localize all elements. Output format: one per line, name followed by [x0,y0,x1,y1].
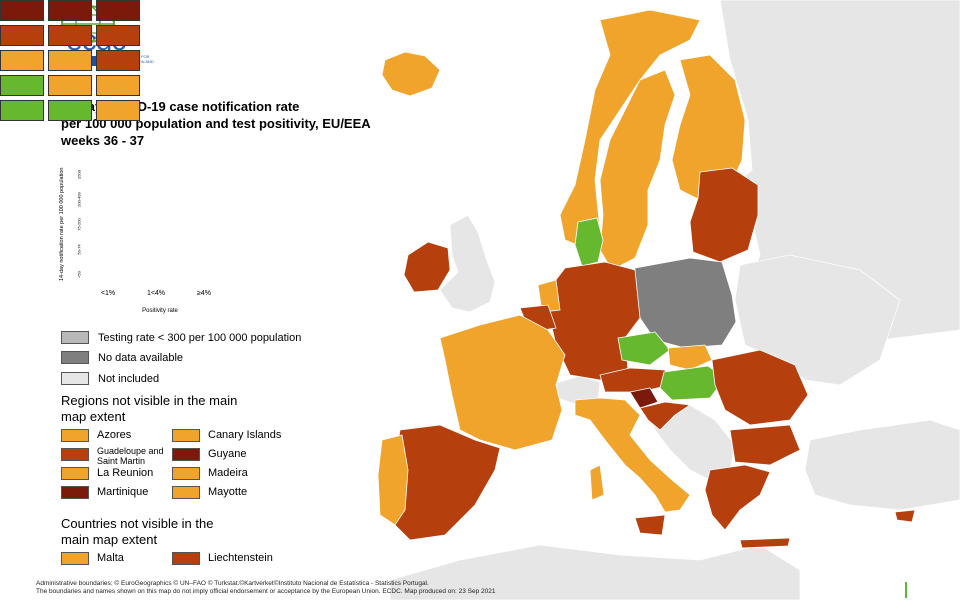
region-swatch [61,448,89,461]
map-region-czechia [617,331,671,366]
region-label: Azores [97,429,132,441]
matrix-row-label: <50 [76,271,82,278]
country-label: Liechtenstein [208,552,273,564]
matrix-cell [0,100,44,121]
region-label: Madeira [208,467,248,479]
matrix-cell [48,0,92,21]
region-label: Mayotte [208,486,248,498]
no-data-label: No data available [98,352,184,364]
country-swatch [61,552,89,565]
divider [905,582,907,598]
matrix-row-label: 75-200 [76,218,82,231]
map-region-iceland [381,51,441,97]
map-region-croatia [639,401,692,431]
country-label: Malta [97,552,124,564]
region-swatch [61,467,89,480]
regions-heading: Regions not visible in the main map exte… [61,393,238,424]
map-region-baltics [689,167,759,263]
matrix-column-label: <1% [100,290,116,297]
map-region-greece [704,464,771,531]
region-label: Martinique [97,486,149,498]
countries-heading: Countries not visible in the main map ex… [61,516,214,547]
map-region-france [439,314,566,451]
region-swatch [61,486,89,499]
matrix-cell [0,75,44,96]
map-region-spain [394,424,501,541]
matrix-cell [0,25,44,46]
map-region-hungary [659,365,726,401]
not-included-land [389,0,960,600]
map-region-turkey [804,419,960,511]
not-included-swatch [61,372,89,385]
matrix-cell [48,100,92,121]
map-region-norway [559,9,701,249]
map-region-romania [711,349,809,426]
map-region-sicily [634,514,666,536]
map-region-italy [574,397,691,513]
title-line-3: weeks 36 - 37 [61,133,145,148]
map-region-sweden [599,69,676,271]
map-region-ireland [403,241,451,293]
matrix-cell [0,50,44,71]
region-label: La Reunion [97,467,154,479]
map-region-cyprus [894,509,916,523]
map-region-denmark [574,217,604,267]
region-label: Guyane [208,448,247,460]
matrix-cell [96,100,140,121]
matrix-cell [48,75,92,96]
matrix-y-axis-label: 14-day notification rate per 100 000 pop… [50,164,70,294]
footer-line-1: Administrative boundaries: © EuroGeograp… [36,580,429,587]
matrix-row-label: ≥500 [76,170,82,179]
region-swatch [172,448,200,461]
map-region-sardinia [589,464,605,501]
matrix-cell [96,0,140,21]
country-swatch [172,552,200,565]
region-swatch [172,467,200,480]
included-countries [377,9,916,549]
matrix-cell [48,25,92,46]
map-region-portugal [377,434,409,526]
matrix-column-label: 1<4% [146,290,166,297]
matrix-column-label: ≥4% [197,290,211,297]
map-region-north-africa [389,544,801,600]
testing-rate-label: Testing rate < 300 per 100 000 populatio… [98,332,302,344]
matrix-cell [96,75,140,96]
region-swatch [172,429,200,442]
matrix-row-label: 200-499 [76,192,82,207]
testing-rate-swatch [61,331,89,344]
matrix-cell [0,0,44,21]
matrix-row-label: 50-74 [76,244,82,255]
region-label: Guadeloupe and Saint Martin [97,446,164,466]
region-swatch [61,429,89,442]
map-region-crete [739,537,791,549]
matrix-x-axis-label: Positivity rate [142,308,178,314]
matrix-cell [96,50,140,71]
map-region-netherlands [537,279,561,313]
no-data-swatch [61,351,89,364]
matrix-cell [96,25,140,46]
region-label: Canary Islands [208,429,282,441]
matrix-cell [48,50,92,71]
map-region-belarus-ukraine [734,254,901,386]
map-region-slovakia [667,344,713,371]
footer-line-2: The boundaries and names shown on this m… [36,588,496,595]
not-included-label: Not included [98,373,160,385]
region-swatch [172,486,200,499]
map-region-uk [439,214,496,313]
footer: Administrative boundaries: © EuroGeograp… [36,580,736,596]
y-axis-text: 14-day notification rate per 100 000 pop… [59,167,65,281]
map-region-slovenia [629,387,659,409]
map-region-bulgaria [729,424,801,466]
